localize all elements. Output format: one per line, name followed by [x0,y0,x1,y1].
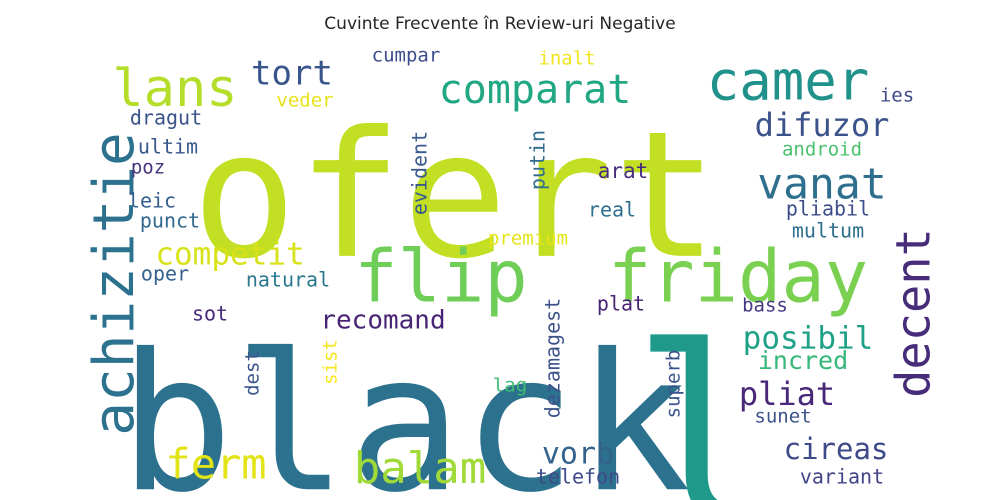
word-friday: friday [608,235,868,319]
word-plat: plat [597,292,645,316]
word-black: black [119,313,691,500]
word-cireas: cireas [784,432,889,466]
word-achizitie: achizitie [82,132,147,435]
word-pliabil: pliabil [786,197,870,221]
word-superb: superb [663,350,685,419]
word-decent: decent [887,228,942,398]
word-incred: incred [758,346,848,375]
word-punct: punct [140,209,200,233]
word-dezamagest: dezamagest [541,298,565,418]
word-tort: tort [251,54,333,94]
word-ies: ies [880,85,914,107]
word-arat: arat [598,159,649,183]
word-evident: evident [408,131,432,215]
word-difuzor: difuzor [755,106,890,144]
word-multum: multum [792,219,864,243]
word-telefon: telefon [536,465,620,489]
word-premium: premium [488,228,568,250]
word-bass: bass [742,295,788,317]
word-ferm: ferm [165,440,266,489]
word-inalt: inalt [538,48,595,70]
word-recomand: recomand [320,306,445,336]
word-posibil: posibil [743,321,874,357]
word-putin: putin [526,130,550,190]
word-l: l [631,295,779,500]
word-sot: sot [192,302,228,326]
word-balam: balam [354,443,486,494]
word-camer: camer [707,50,870,113]
word-poz: poz [131,157,165,179]
word-sist: sist [320,339,342,385]
word-ofert: ofert [192,95,719,298]
word-ultim: ultim [138,135,198,159]
word-cumpar: cumpar [372,45,441,67]
word-leic: leic [128,189,176,213]
word-android: android [782,139,862,161]
word-lans: lans [112,59,237,119]
word-comparat: comparat [439,67,632,113]
word-pliat: pliat [739,375,835,413]
word-variant: variant [800,465,884,489]
word-dragut: dragut [130,106,202,130]
word-lag: lag [493,375,527,397]
word-veder: veder [276,90,333,112]
word-vanat: vanat [757,160,886,210]
word-dest: dest [242,350,264,396]
word-flip: flip [354,235,527,319]
word-vorb: vorb [542,437,614,472]
chart-title: Cuvinte Frecvente în Review-uri Negative [324,14,676,34]
word-real: real [588,198,636,222]
word-natural: natural [246,268,330,292]
word-competit: competit [155,237,304,273]
word-oper: oper [141,262,189,286]
word-sunet: sunet [754,406,811,428]
